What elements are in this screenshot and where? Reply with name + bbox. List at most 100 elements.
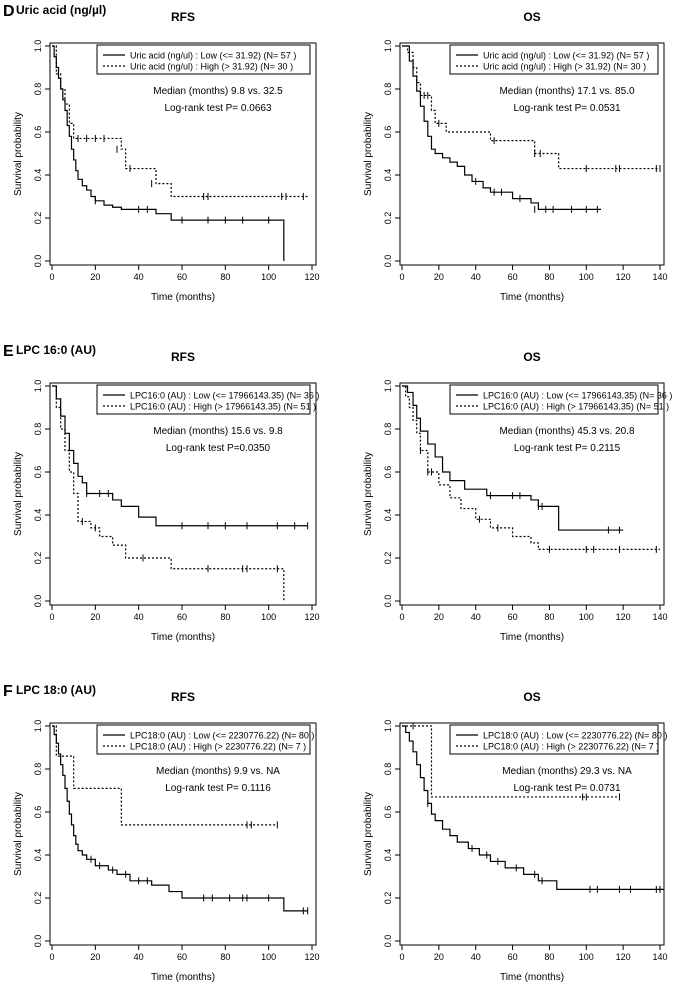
x-tick-label: 60: [177, 952, 187, 962]
survival-curve-high: [52, 385, 285, 601]
panel-F: F LPC 18:0 (AU) RFS 0.0 0.2 0.4 0.6 0.8 1.0 0 20 40…: [3, 683, 668, 983]
y-tick-label: 0.8: [383, 423, 393, 436]
y-tick-label: 0.0: [383, 255, 393, 268]
y-tick-label: 0.0: [33, 935, 43, 948]
y-tick-label: 1.0: [383, 380, 393, 393]
y-axis-label: Survival probability: [363, 792, 374, 876]
x-tick-label: 80: [544, 952, 554, 962]
median-annotation: Median (months) 15.6 vs. 9.8: [153, 426, 283, 437]
x-tick-label: 0: [49, 272, 54, 282]
logrank-annotation: Log-rank test P= 0.1116: [165, 783, 271, 794]
legend-entry-low: Uric acid (ng/ul) : Low (<= 31.92) (N= 5…: [130, 51, 296, 61]
y-tick-label: 0.4: [33, 509, 43, 522]
y-tick-label: 0.0: [383, 595, 393, 608]
legend-box: [96, 724, 311, 755]
legend-box: [96, 44, 311, 75]
panel-D: D Uric acid (ng/µl) RFS 0.0 0.2 0.4 0.6 0.8 1.0 0…: [3, 3, 668, 303]
y-axis-label: Survival probability: [13, 792, 24, 876]
plot-subtitle: RFS: [171, 350, 195, 364]
x-tick-label: 80: [220, 612, 230, 622]
logrank-annotation: Log-rank test P= 0.0731: [513, 783, 620, 794]
x-tick-label: 20: [90, 952, 100, 962]
logrank-annotation: Log-rank test P= 0.2115: [514, 443, 621, 454]
y-tick-label: 1.0: [383, 720, 393, 733]
km-plot-os: OS 0.0 0.2 0.4 0.6 0.8 1.0 0 20 40 60 80 100 120 140 Ti…: [363, 350, 672, 643]
survival-curve-low: [52, 725, 308, 912]
median-annotation: Median (months) 45.3 vs. 20.8: [499, 426, 635, 437]
x-tick-label: 100: [261, 952, 276, 962]
panel-title: Uric acid (ng/µl): [16, 3, 106, 17]
panel-title: LPC 16:0 (AU): [16, 343, 96, 357]
x-tick-label: 120: [304, 612, 319, 622]
x-tick-label: 100: [579, 612, 594, 622]
plot-frame: [49, 42, 317, 266]
x-tick-label: 100: [261, 612, 276, 622]
y-tick-label: 0.0: [383, 935, 393, 948]
y-tick-label: 1.0: [33, 380, 43, 393]
y-tick-label: 0.4: [383, 509, 393, 522]
plot-frame: [49, 722, 317, 946]
panel-title: LPC 18:0 (AU): [16, 683, 96, 697]
y-tick-label: 0.2: [33, 212, 43, 225]
x-tick-label: 20: [434, 952, 444, 962]
y-tick-label: 0.8: [33, 423, 43, 436]
y-tick-label: 0.4: [33, 169, 43, 182]
x-tick-label: 0: [399, 272, 404, 282]
x-axis-label: Time (months): [500, 972, 564, 983]
logrank-annotation: Log-rank test P= 0.0663: [164, 103, 271, 114]
survival-curve-low: [402, 725, 664, 890]
plot-frame: [399, 722, 665, 946]
panel-letter: D: [3, 3, 15, 20]
y-tick-label: 1.0: [33, 40, 43, 53]
km-plot-rfs: RFS 0.0 0.2 0.4 0.6 0.8 1.0 0 20 40 60 80 100 120 Time…: [13, 350, 320, 643]
x-tick-label: 140: [652, 612, 667, 622]
y-axis-label: Survival probability: [13, 112, 24, 196]
panel-letter: F: [3, 683, 13, 700]
legend-entry-low: LPC18:0 (AU) : Low (<= 2230776.22) (N= 8…: [483, 731, 667, 741]
x-tick-label: 80: [220, 272, 230, 282]
median-annotation: Median (months) 9.9 vs. NA: [156, 766, 280, 777]
x-tick-label: 40: [471, 612, 481, 622]
y-tick-label: 0.2: [33, 892, 43, 905]
logrank-annotation: Log-rank test P= 0.0531: [513, 103, 620, 114]
km-plot-os: OS 0.0 0.2 0.4 0.6 0.8 1.0 0 20 40 60 80 100 120 140 Ti…: [363, 690, 668, 983]
y-tick-label: 0.6: [33, 806, 43, 819]
legend-box: [449, 44, 659, 75]
survival-curve-high: [52, 725, 278, 826]
x-tick-label: 40: [134, 952, 144, 962]
plot-frame: [49, 382, 317, 606]
legend-entry-low: Uric acid (ng/ul) : Low (<= 31.92) (N= 5…: [483, 51, 649, 61]
x-tick-label: 100: [261, 272, 276, 282]
y-tick-label: 0.2: [33, 552, 43, 565]
x-tick-label: 0: [399, 952, 404, 962]
x-tick-label: 140: [652, 952, 667, 962]
y-axis-label: Survival probability: [13, 452, 24, 536]
y-tick-label: 0.2: [383, 212, 393, 225]
median-annotation: Median (months) 29.3 vs. NA: [502, 766, 632, 777]
survival-curve-low: [402, 45, 602, 210]
y-tick-label: 0.8: [33, 83, 43, 96]
y-tick-label: 0.4: [383, 169, 393, 182]
x-tick-label: 0: [49, 952, 54, 962]
plot-subtitle: RFS: [171, 690, 195, 704]
plot-frame: [399, 382, 665, 606]
panel-E: E LPC 16:0 (AU) RFS 0.0 0.2 0.4 0.6 0.8 1.0 0 20 40…: [3, 343, 672, 643]
survival-curve-low: [402, 385, 624, 531]
legend-entry-low: LPC16:0 (AU) : Low (<= 17966143.35) (N= …: [130, 391, 319, 401]
legend-entry-high: LPC16:0 (AU) : High (> 17966143.35) (N= …: [483, 402, 669, 412]
y-axis-label: Survival probability: [363, 112, 374, 196]
x-tick-label: 120: [304, 272, 319, 282]
x-tick-label: 80: [544, 272, 554, 282]
y-tick-label: 0.0: [33, 255, 43, 268]
legend-entry-high: Uric acid (ng/ul) : High (> 31.92) (N= 3…: [483, 62, 646, 72]
y-tick-label: 0.6: [383, 126, 393, 139]
legend-entry-high: Uric acid (ng/ul) : High (> 31.92) (N= 3…: [130, 62, 293, 72]
y-tick-label: 0.8: [383, 763, 393, 776]
x-tick-label: 60: [177, 612, 187, 622]
km-plot-rfs: RFS 0.0 0.2 0.4 0.6 0.8 1.0 0 20 40 60 80 100 120 Time…: [13, 690, 320, 983]
survival-curve-low: [52, 385, 308, 527]
y-tick-label: 0.6: [33, 126, 43, 139]
x-tick-label: 40: [471, 272, 481, 282]
y-tick-label: 0.2: [383, 552, 393, 565]
y-tick-label: 0.4: [33, 849, 43, 862]
